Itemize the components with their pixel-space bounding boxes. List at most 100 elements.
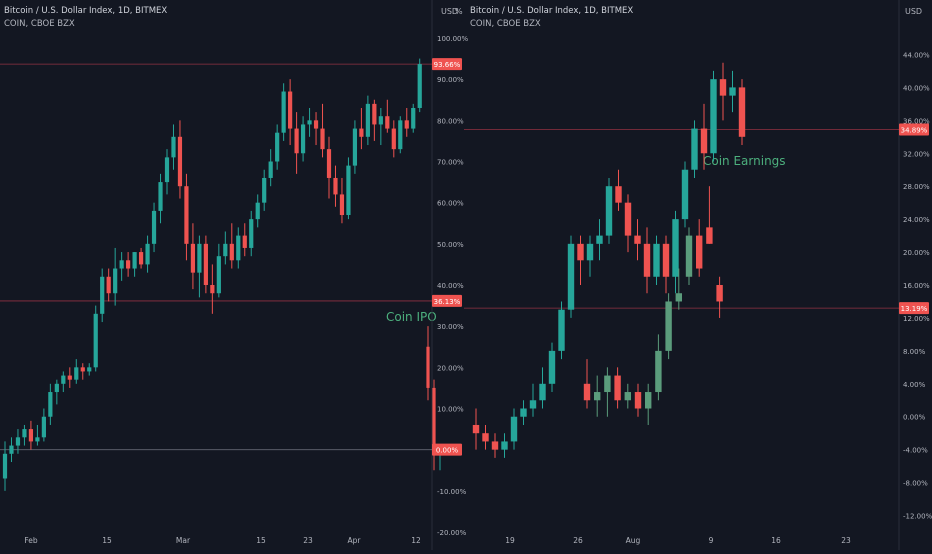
left-chart-marks: 100.00% 90.00% 80.00% 70.00% 60.00% 50.00% 40.… (0, 0, 468, 550)
left-currency-label[interactable]: USD (441, 7, 458, 16)
right-coin-candle-body (716, 285, 723, 302)
right-bitcoin-candle-body (653, 243, 660, 277)
left-bitcoin-candle-body (80, 367, 85, 372)
right-x-tick-label: 9 (709, 536, 714, 545)
right-x-tick-label: Aug (626, 536, 641, 545)
left-bitcoin-candle-body (385, 116, 390, 129)
right-bitcoin-candle-body (729, 87, 736, 96)
right-bitcoin-candle-body (719, 79, 727, 96)
right-currency-label[interactable]: USD (905, 7, 922, 16)
right-bitcoin-candle-body (634, 235, 641, 244)
right-coin-candle-body (685, 235, 693, 277)
right-x-tick-label: 19 (505, 536, 515, 545)
right-bitcoin-candle-body (691, 128, 698, 170)
right-bitcoin-candle-body (510, 416, 518, 442)
left-bitcoin-candle-body (229, 243, 234, 261)
left-bitcoin-candle-body (87, 367, 92, 372)
left-percent-label[interactable]: % (455, 7, 463, 16)
left-y-tick-label: 70.00% (437, 159, 464, 167)
right-coin-candle-body (604, 375, 611, 393)
left-bitcoin-candle-body (216, 256, 221, 294)
left-bitcoin-candle-body (48, 392, 53, 417)
right-bitcoin-candle-body (605, 186, 613, 236)
left-bitcoin-candle-body (300, 124, 306, 154)
left-bitcoin-candle-body (391, 128, 396, 150)
left-bitcoin-candle-body (417, 64, 422, 108)
left-price-tag-label: 0.00% (436, 447, 459, 455)
right-coin-candle-body (645, 392, 652, 409)
right-coin-candle-body (665, 301, 672, 351)
right-bitcoin-candle-body (520, 408, 527, 417)
right-chart-title: Bitcoin / U.S. Dollar Index, 1D, BITMEX (470, 6, 633, 16)
right-coin-candle-body (614, 375, 621, 401)
left-bitcoin-candle-body (294, 128, 299, 154)
left-bitcoin-candle-body (268, 161, 273, 178)
left-bitcoin-candle-body (151, 210, 157, 244)
right-y-tick-label: 8.00% (903, 348, 926, 356)
right-bitcoin-candle-body (710, 79, 717, 154)
left-chart-annotation: Coin IPO (386, 310, 437, 324)
left-y-tick-label: 20.00% (437, 364, 464, 372)
left-bitcoin-candle-body (346, 165, 351, 216)
right-y-tick-label: 0.00% (903, 414, 926, 422)
right-y-tick-label: -4.00% (903, 447, 928, 455)
right-chart-marks: 44.00% 40.00% 36.00% 32.00% 28.00% 24.00% 20.0… (464, 0, 932, 550)
right-bitcoin-candle-body (501, 441, 508, 450)
left-bitcoin-candle-body (365, 103, 370, 137)
right-y-tick-label: 44.00% (903, 51, 930, 59)
left-bitcoin-candle-body (22, 429, 27, 438)
right-x-tick-label: 23 (841, 536, 851, 545)
left-bitcoin-candle-body (67, 375, 72, 380)
left-bitcoin-candle-body (15, 437, 21, 446)
left-chart-subtitle: COIN, CBOE BZX (4, 19, 75, 29)
right-bitcoin-candle-body (662, 243, 670, 277)
left-bitcoin-candle-body (339, 194, 345, 216)
left-bitcoin-candle-body (255, 202, 260, 220)
right-bitcoin-candle-body (681, 169, 689, 220)
left-x-tick-label: 23 (303, 536, 313, 545)
left-bitcoin-candle-body (378, 116, 383, 125)
left-price-tag (432, 294, 462, 307)
left-bitcoin-candle-body (9, 445, 14, 454)
right-coin-candle-body (594, 392, 601, 401)
left-price-tag (432, 443, 462, 456)
left-bitcoin-candle-body (177, 136, 183, 187)
left-bitcoin-candle-body (100, 276, 105, 314)
left-x-tick-label: Mar (176, 536, 191, 545)
right-bitcoin-candle-body (577, 243, 584, 261)
left-bitcoin-candle-body (242, 235, 247, 248)
left-bitcoin-candle-body (359, 128, 364, 137)
left-bitcoin-candle-body (106, 276, 111, 294)
right-bitcoin-candle-body (548, 350, 556, 384)
left-bitcoin-candle-body (132, 252, 137, 269)
right-coin-candle-body (675, 293, 682, 302)
left-chart-title: Bitcoin / U.S. Dollar Index, 1D, BITMEX (4, 6, 167, 16)
right-coin-candle-body (634, 392, 642, 409)
left-bitcoin-candle-body (288, 91, 293, 129)
right-price-tag-label: 13.19% (901, 305, 928, 313)
left-bitcoin-candle-body (333, 177, 338, 195)
left-bitcoin-candle-body (35, 437, 40, 442)
left-bitcoin-candle-body (113, 268, 118, 294)
right-chart-subtitle: COIN, CBOE BZX (470, 19, 541, 29)
right-y-tick-label: 32.00% (903, 150, 930, 158)
right-y-tick-label: 12.00% (903, 315, 930, 323)
left-bitcoin-candle-body (93, 313, 98, 368)
right-x-tick-label: 16 (771, 536, 781, 545)
left-bitcoin-candle-body (138, 252, 144, 265)
right-bitcoin-candle-body (624, 202, 632, 236)
left-y-tick-label: 40.00% (437, 282, 464, 290)
left-bitcoin-candle-body (190, 243, 196, 273)
left-bitcoin-candle-body (262, 177, 267, 203)
right-y-tick-label: 36.00% (903, 117, 930, 125)
left-bitcoin-candle-body (372, 103, 377, 125)
left-bitcoin-candle-body (404, 120, 409, 129)
left-bitcoin-candle-body (313, 120, 319, 129)
right-y-tick-label: 28.00% (903, 183, 930, 191)
left-bitcoin-candle-body (184, 186, 189, 244)
right-bitcoin-candle-body (615, 186, 622, 203)
left-x-tick-label: 12 (411, 536, 421, 545)
left-bitcoin-candle-body (326, 149, 332, 178)
left-x-tick-label: Feb (24, 536, 38, 545)
